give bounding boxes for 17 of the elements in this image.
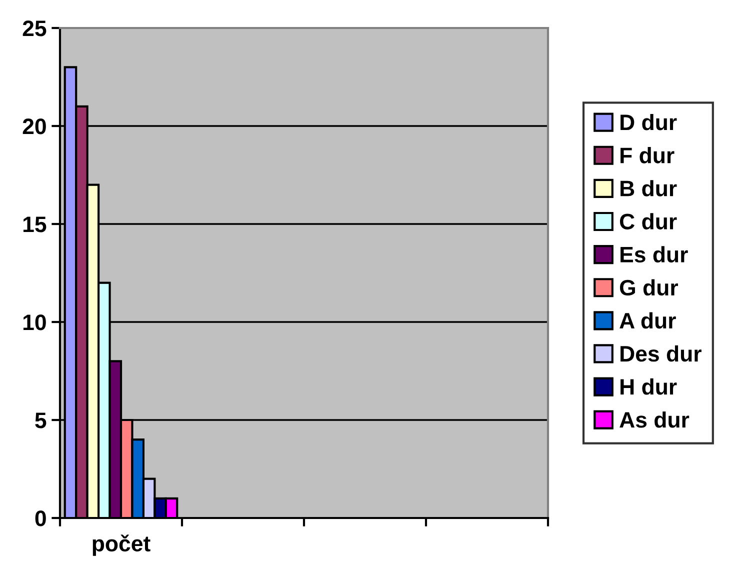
y-tick-label: 10 <box>23 314 46 330</box>
legend-label: A dur <box>620 312 676 329</box>
legend-label: Des dur <box>620 345 702 362</box>
y-tick-label: 5 <box>35 412 46 428</box>
y-tick-label: 15 <box>23 216 46 232</box>
legend-label: B dur <box>620 180 677 196</box>
legend-label: F dur <box>620 147 674 164</box>
legend-label: D dur <box>620 114 677 130</box>
legend-label: C dur <box>620 213 677 230</box>
y-tick-label: 20 <box>22 118 46 134</box>
legend-label: As dur <box>620 411 690 428</box>
y-tick-label: 25 <box>22 20 46 36</box>
legend-label: Es dur <box>620 246 688 262</box>
y-tick-label: 0 <box>35 510 46 526</box>
legend-label: G dur <box>620 279 678 296</box>
x-tick-label: počet <box>92 534 150 556</box>
legend-label: H dur <box>620 378 677 395</box>
